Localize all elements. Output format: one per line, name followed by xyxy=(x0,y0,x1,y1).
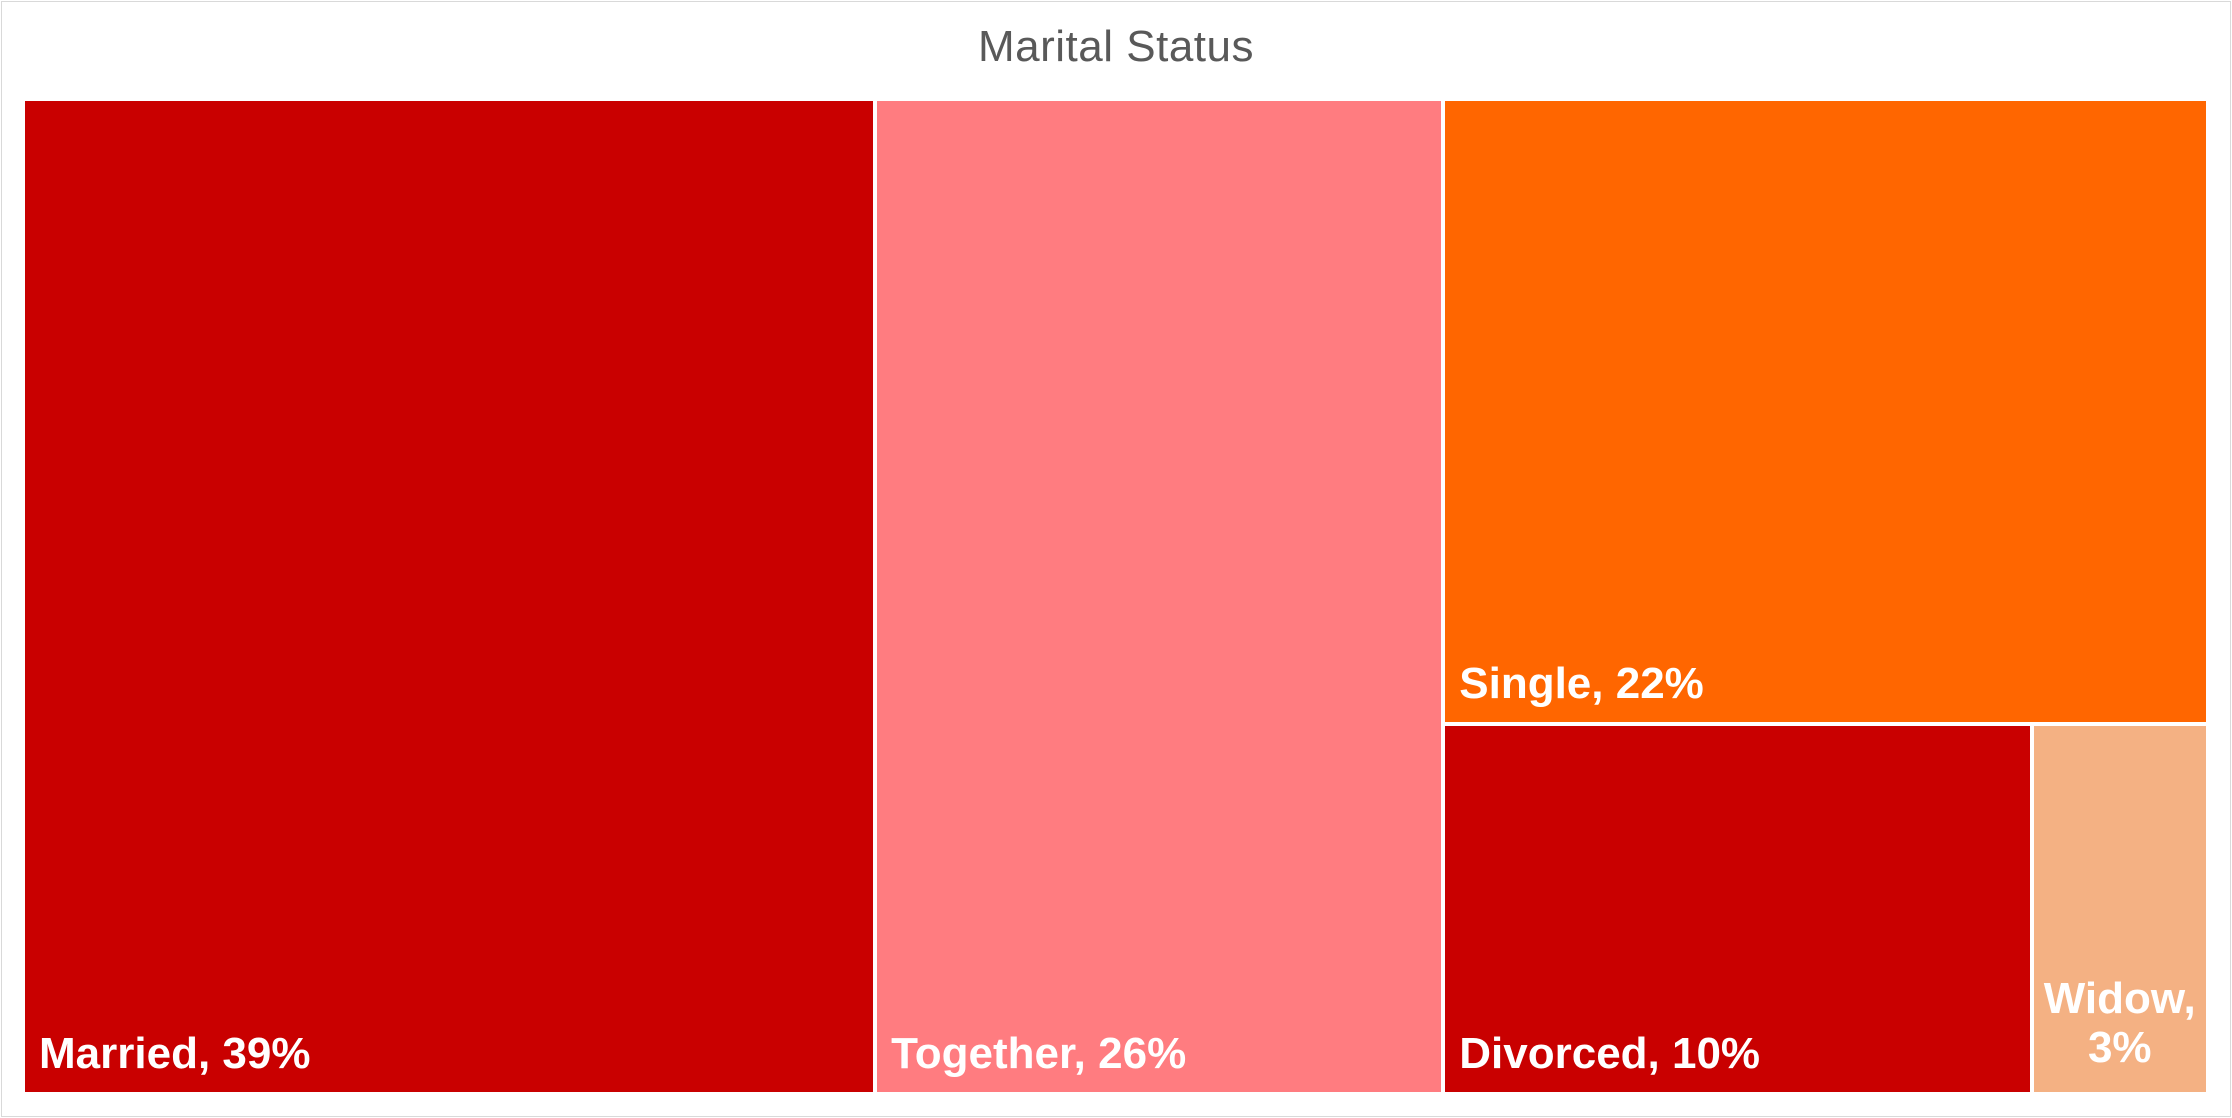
treemap-label-married: Married, 39% xyxy=(39,1028,311,1078)
treemap-label-single: Single, 22% xyxy=(1459,659,1704,709)
chart-title: Marital Status xyxy=(978,22,1254,71)
treemap-label-widow: Widow, 3% xyxy=(2043,974,2196,1072)
treemap-tile-single: Single, 22% xyxy=(1445,101,2206,723)
treemap-label-together: Together, 26% xyxy=(891,1028,1187,1078)
treemap-tile-married: Married, 39% xyxy=(25,101,874,1092)
treemap-tile-divorced: Divorced, 10% xyxy=(1445,726,2030,1092)
treemap-tile-together: Together, 26% xyxy=(877,101,1442,1092)
treemap-label-divorced: Divorced, 10% xyxy=(1459,1028,1761,1078)
treemap-tile-widow: Widow, 3% xyxy=(2033,726,2206,1092)
